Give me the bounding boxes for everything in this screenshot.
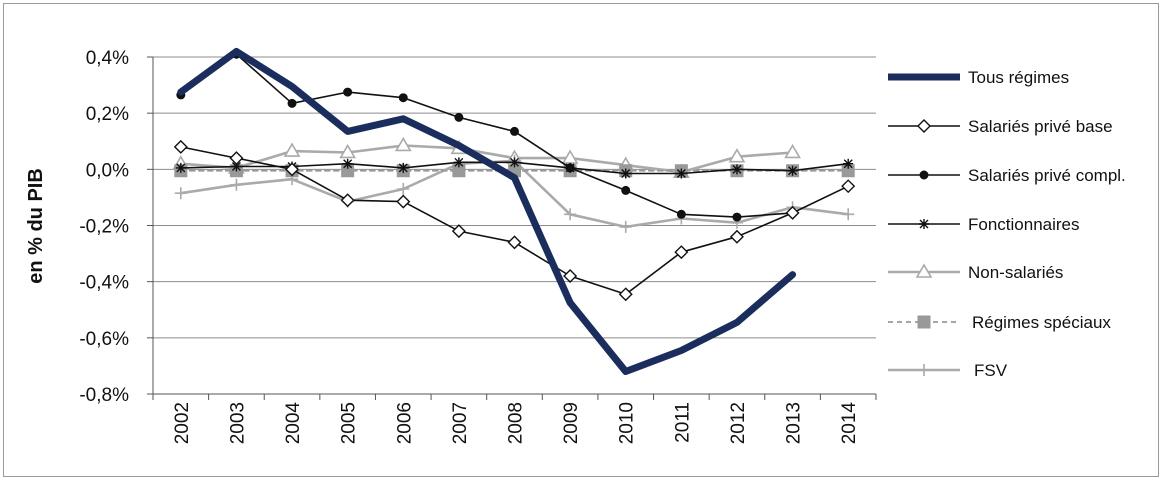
data-point: [842, 208, 855, 221]
x-tick-label: 2004: [283, 402, 304, 445]
x-tick-label: 2002: [172, 402, 193, 444]
y-tick-label: -0,4%: [79, 273, 129, 294]
data-point: [396, 194, 411, 209]
data-point: [732, 212, 742, 222]
data-point: [398, 93, 408, 103]
data-point: [342, 158, 353, 169]
x-tick-label: 2008: [506, 402, 527, 444]
series-line: [179, 144, 794, 174]
data-point: [451, 224, 466, 239]
data-point: [620, 168, 631, 179]
data-point: [343, 87, 353, 97]
data-point: [394, 136, 412, 152]
data-point: [841, 179, 856, 194]
x-tick-label: 2007: [450, 402, 471, 444]
y-tick-label: 0,0%: [86, 160, 129, 181]
x-tick-label: 2005: [339, 402, 360, 444]
data-point: [453, 157, 464, 168]
data-point: [510, 126, 519, 136]
y-tick-label: 0,4%: [86, 48, 129, 69]
data-point: [397, 182, 410, 195]
data-point: [731, 164, 742, 175]
line-chart: 0,4%0,2%0,0%-0,2%-0,4%-0,6%-0,8% 2002 200…: [25, 47, 1126, 445]
data-point: [728, 148, 746, 163]
y-tick-label: -0,8%: [79, 385, 129, 406]
data-point: [398, 162, 409, 173]
data-point: [918, 364, 930, 376]
data-point: [173, 139, 188, 154]
x-tick-label: 2006: [394, 402, 415, 444]
x-tick-label: 2011: [672, 402, 693, 443]
y-tick-labels: 0,4% 0,2% 0,0% -0,2% -0,4% -0,6% -0,8%: [79, 48, 129, 406]
series-tous-r-gimes: [177, 47, 797, 375]
legend-label: Régimes spéciaux: [972, 313, 1111, 332]
x-tick-label: 2014: [839, 402, 860, 445]
x-tick-label: 2012: [728, 402, 749, 444]
legend-entry: FSV: [888, 361, 1008, 380]
data-point: [229, 151, 244, 166]
data-point: [340, 193, 355, 208]
legend-entry: Régimes spéciaux: [888, 313, 1111, 332]
data-point: [843, 158, 854, 169]
data-point: [285, 162, 300, 177]
y-tick-label: -0,6%: [79, 329, 129, 350]
data-point: [507, 235, 522, 250]
series-line: [177, 47, 797, 375]
data-point: [175, 162, 186, 173]
y-tick-label: -0,2%: [79, 217, 129, 238]
x-tick-label: 2013: [784, 402, 805, 444]
data-point: [230, 178, 243, 191]
data-point: [231, 161, 242, 172]
legend-label: Salariés privé base: [968, 117, 1113, 136]
series-lines: [172, 47, 856, 375]
x-tick-label: 2009: [561, 402, 582, 444]
data-point: [676, 168, 687, 179]
data-point: [919, 219, 929, 229]
data-point: [287, 98, 297, 108]
y-tick-label: 0,2%: [86, 104, 129, 125]
data-point: [619, 220, 632, 233]
data-point: [563, 269, 578, 284]
data-point: [784, 143, 801, 159]
data-point: [565, 163, 575, 173]
legend-label: FSV: [974, 361, 1008, 380]
data-point: [919, 170, 929, 180]
data-point: [621, 185, 631, 195]
data-point: [564, 208, 577, 221]
legend-entry: Fonctionnaires: [888, 215, 1080, 234]
data-point: [339, 143, 357, 159]
data-point: [915, 263, 933, 278]
axes: [147, 56, 877, 400]
data-point: [729, 229, 744, 244]
x-tick-label: 2010: [617, 402, 638, 444]
x-tick-labels: 2002 2003 2004 2005 2006 2007 2008 2009 2010 2011…: [172, 402, 860, 445]
legend-label: Tous régimes: [968, 68, 1069, 87]
series-line: [180, 53, 794, 218]
y-axis-label: en % du PIB: [25, 168, 47, 284]
data-point: [676, 209, 686, 219]
x-tick-label: 2003: [227, 402, 248, 444]
data-point: [174, 187, 187, 200]
series-salari-s-priv-base: [173, 139, 856, 302]
legend-label: Non-salariés: [968, 263, 1063, 282]
legend-entry: Salariés privé compl.: [888, 166, 1126, 185]
data-point: [454, 112, 464, 122]
legend-entry: Salariés privé base: [888, 117, 1113, 136]
legend-label: Fonctionnaires: [968, 215, 1080, 234]
data-point: [618, 287, 633, 302]
data-point: [917, 119, 931, 133]
gridlines: [153, 56, 876, 395]
data-point: [509, 157, 520, 168]
legend: Tous régimes Salariés privé base Salariés …: [888, 68, 1126, 380]
legend-entry: Non-salariés: [888, 263, 1063, 282]
chart-frame: 0,4% 0,2% 0,0% -0,2% -0,4% -0,6% -0,8% 2002 200…: [3, 3, 1159, 477]
data-point: [787, 165, 798, 176]
data-point: [674, 245, 689, 260]
data-point: [785, 205, 800, 220]
legend-label: Salariés privé compl.: [968, 166, 1126, 185]
data-point: [283, 142, 301, 157]
data-point: [917, 315, 931, 329]
legend-entry: Tous régimes: [888, 68, 1069, 87]
